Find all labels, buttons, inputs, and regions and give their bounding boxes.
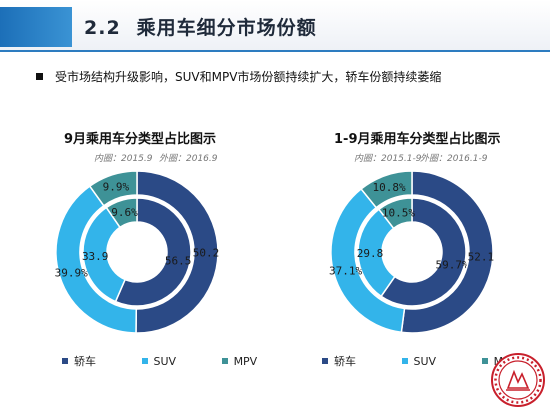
chart-1-inner-slice-suv bbox=[82, 206, 127, 303]
legend-label-sedan: 轿车 bbox=[334, 355, 356, 368]
legend-swatch-suv bbox=[401, 358, 408, 364]
legend-item-suv: SUV bbox=[401, 355, 437, 368]
chart-2-inner-slice-mpv bbox=[377, 197, 413, 230]
chart-1-outer-label-suv: 39.9% bbox=[55, 267, 88, 280]
chart-2-subtitle-inner: 内圈：2015.1-9 bbox=[354, 154, 422, 164]
legend-item-suv: SUV bbox=[141, 355, 177, 368]
bullet-square-icon bbox=[36, 73, 43, 80]
chart-1-legend: 轿车 SUV MPV bbox=[62, 353, 299, 369]
chart-2-subtitle-outer: 外圈：2016.1-9 bbox=[420, 154, 488, 164]
legend-label-suv: SUV bbox=[153, 355, 177, 368]
slide-title: 2.2 乘用车细分市场份额 bbox=[84, 13, 317, 40]
legend-item-sedan: 轿车 bbox=[62, 353, 96, 369]
chart-2-outer-label-suv: 37.1% bbox=[329, 265, 362, 278]
bullet-point: 受市场结构升级影响，SUV和MPV市场份额持续扩大，轿车份额持续萎缩 bbox=[36, 68, 441, 85]
chart-1-inner-label-mpv: 9.6% bbox=[111, 206, 138, 219]
chart-1-title: 9月乘用车分类型占比图示 bbox=[64, 132, 217, 147]
university-seal-logo bbox=[491, 353, 545, 407]
header-accent-bar bbox=[0, 7, 72, 47]
legend-swatch-suv bbox=[141, 358, 148, 364]
slide-header: 2.2 乘用车细分市场份额 bbox=[0, 0, 550, 50]
chart-1-outer-slice-mpv bbox=[88, 170, 138, 207]
legend-label-sedan: 轿车 bbox=[74, 355, 96, 368]
chart-1-outer-slice-sedan bbox=[135, 170, 219, 334]
chart-1-inner-label-suv: 33.9 bbox=[82, 250, 109, 263]
chart-2-outer-slice-sedan bbox=[400, 170, 494, 334]
chart-2-outer-slice-mpv bbox=[360, 170, 413, 209]
chart-1-donut: 56.5 33.9 9.6% 50.2 39.9% 9.9% bbox=[55, 170, 220, 334]
chart-2-inner-label-mpv: 10.5% bbox=[382, 206, 415, 219]
legend-label-suv: SUV bbox=[413, 355, 437, 368]
legend-item-mpv: MPV bbox=[221, 355, 258, 368]
chart-2-outer-label-sedan: 52.1 bbox=[468, 251, 495, 264]
legend-swatch-mpv bbox=[221, 358, 228, 364]
chart-1-outer-label-sedan: 50.2 bbox=[193, 246, 220, 259]
legend-label-mpv: MPV bbox=[233, 355, 258, 368]
seal-emblem bbox=[506, 369, 530, 389]
chart-1-inner-label-sedan: 56.5 bbox=[165, 255, 192, 268]
chart-2-donut: 59.7% 29.8 10.5% 52.1 37.1% 10.8% bbox=[329, 170, 495, 334]
chart-2-inner-label-sedan: 59.7% bbox=[436, 259, 469, 272]
chart-2-title: 1-9月乘用车分类型占比图示 bbox=[334, 132, 501, 147]
chart-1-subtitle-outer: 外圈：2016.9 bbox=[159, 154, 218, 164]
chart-1-outer-label-mpv: 9.9% bbox=[103, 180, 130, 193]
seal-inner-ring bbox=[498, 360, 538, 400]
seal-text-ring bbox=[494, 356, 542, 404]
legend-item-sedan: 轿车 bbox=[322, 353, 356, 369]
chart-2-inner-slice-sedan bbox=[380, 197, 467, 307]
chart-2-outer-label-mpv: 10.8% bbox=[372, 181, 405, 194]
legend-swatch-sedan bbox=[62, 358, 68, 364]
chart-1-inner-slice-mpv bbox=[105, 197, 138, 229]
legend-swatch-sedan bbox=[322, 358, 328, 364]
bullet-text: 受市场结构升级影响，SUV和MPV市场份额持续扩大，轿车份额持续萎缩 bbox=[55, 70, 442, 84]
section-number: 2.2 bbox=[84, 17, 121, 39]
chart-1-subtitle-inner: 内圈：2015.9 bbox=[94, 154, 153, 164]
section-title: 乘用车细分市场份额 bbox=[136, 17, 317, 39]
chart-2-inner-label-suv: 29.8 bbox=[357, 247, 384, 260]
chart-1-inner-slice-sedan bbox=[114, 197, 192, 307]
chart-1-outer-slice-suv bbox=[55, 185, 138, 334]
header-divider bbox=[0, 50, 550, 52]
legend-swatch-mpv bbox=[481, 358, 488, 364]
